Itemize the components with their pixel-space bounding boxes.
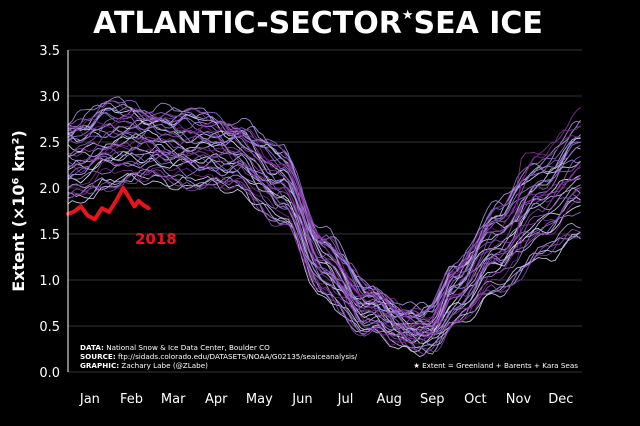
x-tick-label: Apr — [205, 392, 228, 407]
x-tick-label: Mar — [161, 392, 186, 407]
y-tick-label: 3.0 — [39, 90, 60, 105]
x-tick-label: Nov — [506, 392, 532, 407]
x-tick-label: Jul — [337, 392, 354, 407]
y-tick-label: 2.5 — [39, 136, 60, 151]
x-tick-label: Sep — [420, 392, 445, 407]
axes: 0.0 0.5 1.0 1.5 2.0 2.5 3.0 3.5 Jan Feb Mar Apr May J… — [39, 44, 573, 407]
year-line — [68, 136, 581, 337]
chart-title: ATLANTIC-SECTOR★SEA ICE — [93, 6, 543, 41]
x-tick-label: Dec — [548, 392, 573, 407]
year-line — [67, 113, 581, 325]
year-line — [67, 159, 581, 342]
year-line — [67, 169, 581, 356]
year-line — [67, 119, 581, 329]
year-line — [67, 138, 581, 337]
y-tick-label: 1.5 — [39, 228, 60, 243]
gridlines — [68, 49, 582, 373]
title-left: ATLANTIC-SECTOR — [93, 6, 402, 41]
year-line — [67, 106, 581, 320]
x-tick-label: Jan — [79, 392, 100, 407]
y-tick-label: 0.0 — [39, 366, 60, 381]
year-line — [67, 153, 581, 337]
year-line — [67, 102, 581, 313]
year-line — [67, 141, 581, 338]
label-2018: 2018 — [135, 230, 177, 248]
title-right: SEA ICE — [413, 6, 542, 41]
y-tick-label: 0.5 — [39, 320, 60, 335]
credit-source: SOURCE: ftp://sidads.colorado.edu/DATASE… — [80, 352, 358, 361]
year-line — [67, 167, 581, 346]
highlight-line: 2018 — [66, 186, 177, 248]
year-line — [67, 111, 581, 325]
line-2018 — [66, 186, 151, 222]
year-line — [67, 170, 581, 352]
x-tick-label: Jun — [291, 392, 312, 407]
year-line — [67, 168, 581, 355]
y-tick-label: 3.5 — [39, 44, 60, 59]
x-tick-label: Aug — [377, 392, 402, 407]
y-tick-label: 2.0 — [39, 182, 60, 197]
year-line — [67, 96, 581, 315]
credits: DATA: National Snow & Ice Data Center, B… — [80, 343, 358, 370]
year-line — [67, 152, 581, 345]
y-axis-label: Extent (×10⁶ km²) — [9, 130, 28, 292]
year-lines — [67, 96, 581, 358]
title-star: ★ — [402, 8, 414, 23]
x-tick-label: Oct — [464, 392, 486, 407]
credit-graphic: GRAPHIC: Zachary Labe (@ZLabe) — [80, 361, 208, 370]
credit-data: DATA: National Snow & Ice Data Center, B… — [80, 343, 270, 352]
x-tick-label: May — [246, 392, 273, 407]
y-tick-label: 1.0 — [39, 274, 60, 289]
x-tick-label: Feb — [120, 392, 143, 407]
year-line — [67, 121, 581, 328]
footnote: ★ Extent = Greenland + Barents + Kara Se… — [413, 361, 578, 370]
